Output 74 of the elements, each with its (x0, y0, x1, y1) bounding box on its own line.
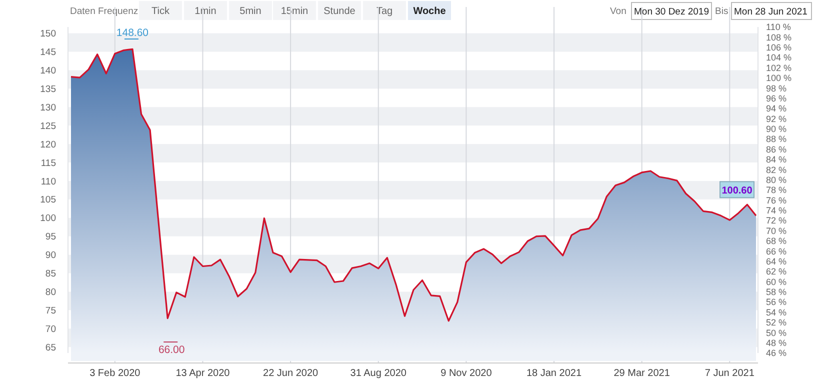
y2-tick-label: 84 % (766, 154, 787, 165)
y2-tick-label: 96 % (766, 93, 787, 104)
y-tick-label: 105 (40, 194, 56, 206)
y-tick-label: 115 (40, 158, 56, 169)
y2-tick-label: 100 % (766, 73, 792, 84)
y2-tick-label: 94 % (766, 104, 787, 114)
y2-tick-label: 102 % (766, 62, 792, 73)
y-tick-label: 75 (45, 306, 56, 316)
y-tick-label: 95 (45, 232, 56, 243)
annotation: 100.60 (722, 186, 753, 197)
text: Woche (413, 6, 446, 17)
y-tick-label: 85 (45, 268, 56, 280)
y2-tick-label: 50 % (766, 328, 787, 338)
y2-tick-label: 98 % (766, 83, 787, 94)
y2-tick-label: 66 % (766, 246, 787, 256)
y2-tick-label: 70 % (766, 226, 787, 236)
y2-tick-label: 82 % (766, 164, 787, 175)
annotation: 66.00 (158, 344, 185, 356)
x-tick-label: 18 Jan 2021 (526, 368, 582, 379)
y-tick-label: 130 (40, 102, 56, 114)
y2-tick-label: 108 % (766, 32, 792, 42)
y2-tick-label: 62 % (766, 266, 787, 277)
y-tick-label: 135 (40, 84, 56, 95)
y2-tick-label: 68 % (766, 236, 787, 246)
text: Daten Frequenz (70, 6, 138, 17)
y-tick-label: 80 (45, 287, 56, 298)
y-tick-label: 120 (40, 139, 56, 150)
y2-tick-label: 64 % (766, 256, 787, 266)
x-tick-label: 22 Jun 2020 (263, 368, 319, 379)
y2-tick-label: 60 % (766, 276, 787, 287)
x-tick-label: 3 Feb 2020 (90, 368, 141, 379)
y2-tick-label: 92 % (766, 114, 787, 124)
text: Mon 28 Jun 2021 (734, 6, 808, 18)
y2-tick-label: 54 % (766, 307, 787, 318)
x-tick-label: 31 Aug 2020 (350, 368, 407, 379)
y-tick-label: 70 (45, 324, 56, 335)
y2-tick-label: 52 % (766, 318, 787, 328)
y2-tick-label: 58 % (766, 287, 787, 298)
y-tick-label: 145 (40, 47, 56, 58)
y-tick-label: 90 (45, 250, 56, 262)
y2-tick-label: 56 % (766, 297, 787, 308)
annotation: 148.60 (116, 27, 149, 39)
y-tick-label: 140 (40, 66, 56, 77)
y-tick-label: 150 (40, 28, 56, 40)
y2-tick-label: 76 % (766, 195, 787, 206)
y2-tick-label: 72 % (766, 216, 787, 226)
text: Tag (376, 6, 393, 17)
x-tick-label: 29 Mar 2021 (614, 368, 670, 379)
y2-tick-label: 104 % (766, 52, 792, 63)
text: Mon 30 Dez 2019 (634, 6, 709, 18)
y2-tick-label: 106 % (766, 42, 792, 53)
text: Tick (152, 6, 170, 17)
y2-tick-label: 80 % (766, 174, 787, 185)
y2-tick-label: 90 % (766, 124, 787, 134)
y2-tick-label: 78 % (766, 185, 787, 196)
x-tick-label: 7 Jun 2021 (704, 368, 755, 379)
y-tick-label: 100 (40, 213, 56, 224)
y2-tick-label: 110 % (766, 22, 791, 32)
y-tick-label: 125 (40, 120, 56, 132)
y2-tick-label: 48 % (766, 338, 787, 348)
text: 5min (240, 6, 262, 17)
y2-tick-label: 88 % (766, 134, 787, 144)
y2-tick-label: 74 % (766, 206, 787, 216)
text: 15min (280, 6, 308, 17)
x-tick-label: 9 Nov 2020 (440, 368, 492, 379)
y2-tick-label: 46 % (766, 348, 787, 358)
text: 1min (194, 6, 216, 17)
y-tick-label: 110 (40, 176, 56, 188)
text: Von (610, 6, 626, 17)
y-tick-label: 65 (45, 342, 56, 354)
text: Stunde (324, 6, 356, 17)
text: Bis (715, 6, 728, 17)
x-tick-label: 13 Apr 2020 (176, 368, 230, 379)
y2-tick-label: 86 % (766, 144, 787, 154)
